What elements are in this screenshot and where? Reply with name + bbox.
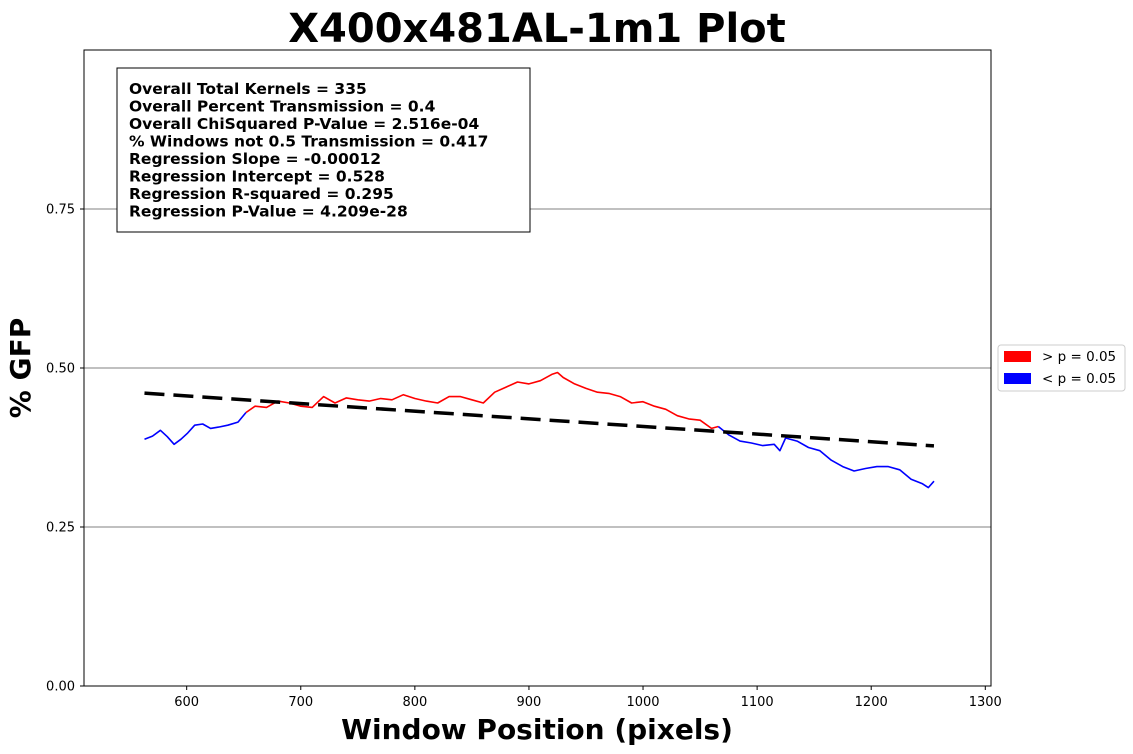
x-tick-label-1: 700	[288, 695, 313, 710]
x-tick-label-7: 1300	[969, 695, 1002, 710]
x-tick-label-3: 900	[517, 695, 542, 710]
stat-regression-pvalue: Regression P-Value = 4.209e-28	[129, 203, 408, 221]
y-tick-label-3: 0.75	[46, 203, 75, 218]
legend-label-blue: < p = 0.05	[1042, 371, 1116, 387]
x-tick-label-0: 600	[174, 695, 199, 710]
x-tick-label-4: 1000	[626, 695, 659, 710]
chart-title: X400x481AL-1m1 Plot	[288, 6, 786, 52]
y-tick-label-1: 0.25	[46, 521, 75, 536]
x-axis-label: Window Position (pixels)	[341, 713, 733, 746]
y-tick-label-2: 0.50	[46, 362, 75, 377]
x-axis-ticks: 600 700 800 900 1000 1100 1200 1300	[174, 686, 1002, 710]
stat-total-kernels: Overall Total Kernels = 335	[129, 80, 367, 98]
x-tick-label-6: 1200	[855, 695, 888, 710]
legend: > p = 0.05 < p = 0.05	[997, 344, 1126, 392]
x-tick-label-2: 800	[402, 695, 427, 710]
regression-line	[144, 391, 935, 448]
x-tick-label-5: 1100	[741, 695, 774, 710]
stat-chisquared-pvalue: Overall ChiSquared P-Value = 2.516e-04	[129, 115, 479, 133]
plot-area	[144, 371, 935, 489]
stat-regression-intercept: Regression Intercept = 0.528	[129, 168, 385, 186]
series-line-0	[144, 411, 247, 446]
series-line-2	[717, 425, 935, 489]
stat-regression-rsquared: Regression R-squared = 0.295	[129, 185, 394, 203]
y-axis-ticks: 0.00 0.25 0.50 0.75	[46, 203, 84, 695]
y-axis-label: % GFP	[4, 318, 37, 418]
stats-box: Overall Total Kernels = 335 Overall Perc…	[116, 67, 531, 233]
stat-percent-transmission: Overall Percent Transmission = 0.4	[129, 98, 436, 116]
stat-regression-slope: Regression Slope = -0.00012	[129, 150, 381, 168]
stats-box-frame	[116, 67, 531, 233]
stat-windows-not-half: % Windows not 0.5 Transmission = 0.417	[129, 133, 488, 151]
legend-label-red: > p = 0.05	[1042, 349, 1116, 365]
gridlines	[84, 208, 991, 528]
series-line-1	[245, 371, 719, 430]
legend-swatch-blue	[1004, 373, 1031, 384]
y-tick-label-0: 0.00	[46, 680, 75, 695]
legend-swatch-red	[1004, 351, 1031, 362]
